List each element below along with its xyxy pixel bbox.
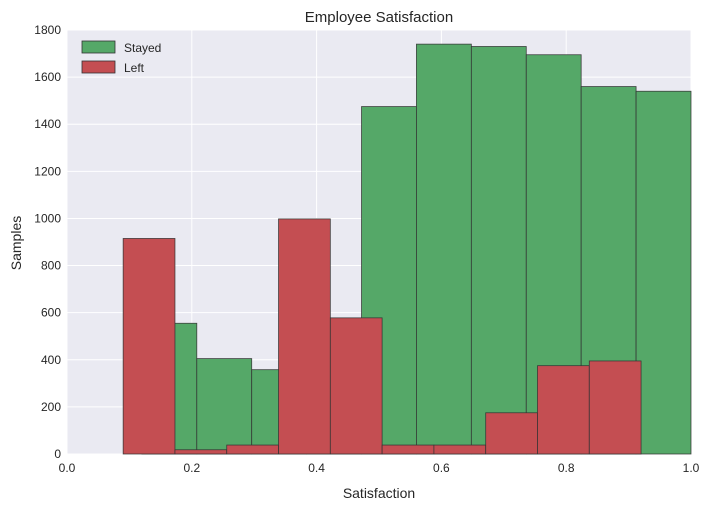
y-tick-label: 1400: [34, 117, 61, 131]
left-bar: [122, 238, 176, 455]
x-axis-label: Satisfaction: [343, 485, 415, 501]
x-tick-label: 0.6: [433, 461, 450, 475]
y-tick-label: 1600: [34, 70, 61, 84]
y-tick-label: 800: [41, 259, 61, 273]
y-tick-label: 0: [54, 447, 61, 461]
left-bar: [226, 444, 279, 455]
y-tick-label: 400: [41, 353, 61, 367]
x-tick-label: 0.0: [59, 461, 76, 475]
legend-swatch-left: [81, 60, 116, 74]
left-bar: [433, 444, 487, 455]
y-tick-label: 200: [41, 400, 61, 414]
x-tick-label: 1.0: [683, 461, 700, 475]
legend-swatch-stayed: [81, 40, 116, 54]
legend-label-stayed: Stayed: [124, 41, 161, 55]
legend-label-left: Left: [124, 61, 145, 75]
x-tick-label: 0.8: [558, 461, 575, 475]
left-bar: [381, 444, 435, 455]
left-bar: [537, 365, 590, 455]
stayed-bar: [416, 43, 472, 455]
left-bar: [329, 317, 383, 455]
y-axis-label: Samples: [8, 216, 24, 270]
chart-title: Employee Satisfaction: [305, 9, 453, 26]
left-bar: [588, 360, 642, 455]
x-tick-label: 0.4: [308, 461, 325, 475]
stayed-bar: [196, 358, 253, 455]
stayed-bar: [470, 46, 527, 455]
y-tick-label: 1800: [34, 23, 61, 37]
x-tick-label: 0.2: [183, 461, 200, 475]
y-tick-label: 600: [41, 306, 61, 320]
left-bar: [485, 412, 538, 455]
y-tick-label: 1200: [34, 164, 61, 178]
left-bar: [278, 218, 331, 455]
stayed-bar: [635, 90, 692, 455]
y-tick-label: 1000: [34, 211, 61, 225]
left-bar: [174, 449, 228, 455]
legend: Stayed Left: [81, 40, 161, 75]
